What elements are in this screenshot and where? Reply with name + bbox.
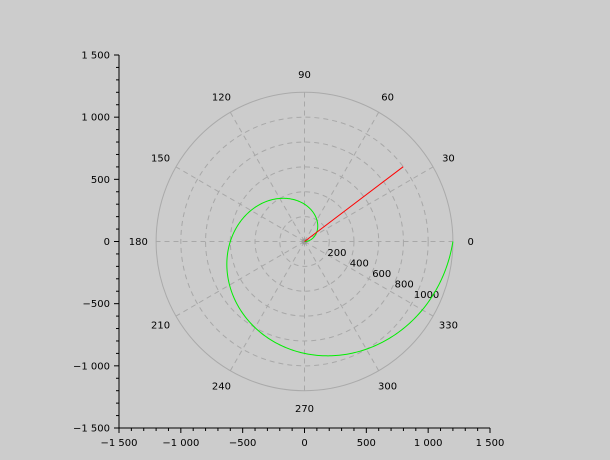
angle-label: 300 xyxy=(378,382,397,393)
y-tick-label: −1 000 xyxy=(73,361,110,372)
polar-grid-spoke xyxy=(304,112,380,242)
radial-label: 600 xyxy=(372,269,391,280)
x-tick-label: −500 xyxy=(229,438,256,449)
y-tick-label: 1 000 xyxy=(81,113,110,124)
y-tick-label: 500 xyxy=(91,175,110,186)
x-tick-label: −1 000 xyxy=(162,438,199,449)
polar-grid-spoke xyxy=(175,166,305,242)
x-tick-label: 500 xyxy=(357,438,376,449)
angle-label: 210 xyxy=(151,321,170,332)
radial-label: 400 xyxy=(350,259,369,270)
polar-grid-spoke xyxy=(304,166,434,242)
angle-label: 180 xyxy=(129,237,148,248)
radial-label: 800 xyxy=(395,280,414,291)
radial-label: 200 xyxy=(327,248,346,259)
polar-grid-circle xyxy=(180,116,429,367)
polar-grid-circle xyxy=(279,216,330,267)
x-tick-label: 0 xyxy=(301,438,307,449)
angle-label: 60 xyxy=(381,92,394,103)
x-tick-label: −1 500 xyxy=(100,438,137,449)
polar-grid: 0 30 60 90 120 150 180 210 240 270 300 330 200 400600… xyxy=(129,70,474,415)
y-tick-label: 1 500 xyxy=(81,51,110,62)
y-tick-label: −1 500 xyxy=(73,424,110,435)
polar-grid-spoke xyxy=(229,112,305,242)
y-tick-label: −500 xyxy=(83,299,110,310)
angle-label: 30 xyxy=(442,153,455,164)
angle-label: 90 xyxy=(298,70,311,81)
series-layer xyxy=(226,166,454,357)
polar-grid-spoke xyxy=(175,241,305,317)
angle-label: 240 xyxy=(212,382,231,393)
angle-label: 120 xyxy=(212,92,231,103)
angle-label: 0 xyxy=(468,237,474,248)
cartesian-axes: −1 500 −1 000 −500 0 500 1 000 1 500 −1 500 −1 0… xyxy=(73,51,504,450)
y-tick-label: 0 xyxy=(104,237,110,248)
angle-label: 270 xyxy=(295,404,314,415)
radial-series-line xyxy=(304,166,404,242)
polar-grid-spoke xyxy=(304,241,380,371)
x-tick-label: 1 000 xyxy=(414,438,443,449)
polar-grid-spoke xyxy=(229,241,305,371)
polar-grid-spoke xyxy=(304,241,434,317)
radial-label: 1000 xyxy=(414,290,439,301)
angle-label: 330 xyxy=(439,321,458,332)
angle-label: 150 xyxy=(151,153,170,164)
spiral-series-line xyxy=(226,197,454,357)
x-tick-label: 1 500 xyxy=(476,438,505,449)
